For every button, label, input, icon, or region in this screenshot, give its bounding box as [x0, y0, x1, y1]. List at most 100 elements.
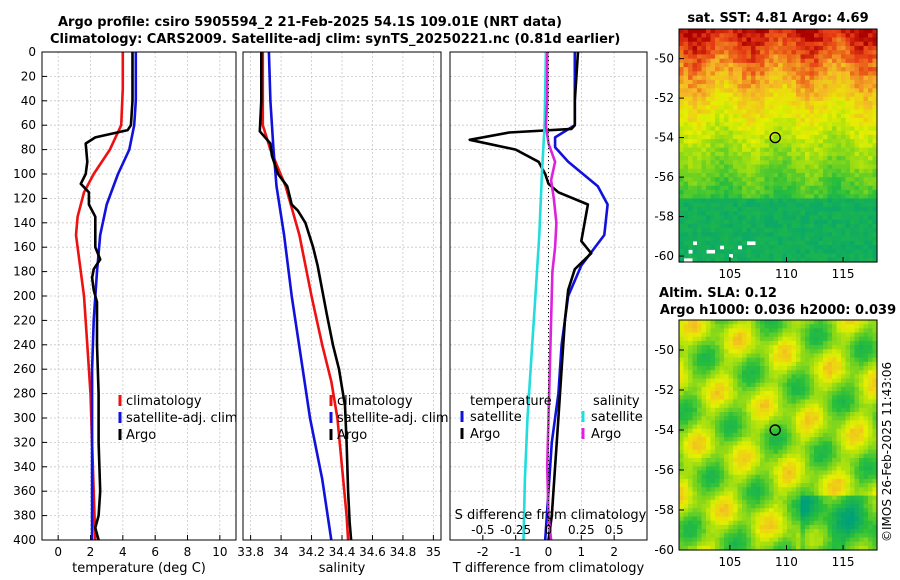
map-x-tick-label: 110 — [775, 555, 798, 569]
x-tick-label: 34.6 — [359, 545, 386, 559]
legend-title-temperature: temperature — [470, 394, 552, 409]
x-axis-label: salinity — [319, 561, 366, 576]
depth-tick-label: 360 — [13, 484, 36, 498]
legend-label: satellite-adj. clim — [337, 411, 449, 426]
map-cells — [679, 29, 878, 263]
series-line-salinity-argo — [544, 52, 558, 541]
series-line-temperature-argo — [468, 51, 593, 541]
depth-tick-label: 120 — [13, 191, 36, 205]
series-line-temperature-satellite — [543, 52, 609, 541]
panel-frame — [449, 51, 648, 541]
argo-location-marker — [769, 131, 781, 144]
x-tick-label: 35 — [426, 545, 441, 559]
series-line-satellite-adj-clim — [90, 52, 138, 540]
depth-tick-label: 240 — [13, 338, 36, 352]
series-line-argo — [258, 52, 353, 541]
figure-title-line2: Climatology: CARS2009. Satellite-adj cli… — [50, 32, 621, 47]
map-x-tick-label: 115 — [832, 555, 855, 569]
top-tick-label: 0.25 — [568, 523, 595, 537]
depth-tick-label: 400 — [13, 533, 36, 547]
map-sst_map — [678, 28, 878, 263]
top-axis-label: S difference from climatology — [455, 508, 647, 523]
series-line-argo — [79, 52, 134, 541]
x-tick-label: 4 — [119, 545, 127, 559]
map-y-tick-label: -58 — [654, 210, 674, 224]
map-y-tick-label: -52 — [654, 91, 674, 105]
legend-label: Argo — [337, 428, 367, 443]
map-y-tick-label: -56 — [654, 463, 674, 477]
legend-label: climatology — [337, 394, 413, 409]
map-y-tick-label: -50 — [654, 52, 674, 66]
series-line-salinity-satellite — [522, 51, 548, 541]
legend-label: Argo — [591, 427, 621, 442]
argo-location-marker — [769, 424, 781, 436]
x-tick-label: 8 — [184, 545, 192, 559]
depth-tick-label: 300 — [13, 411, 36, 425]
series-line-climatology — [261, 52, 350, 541]
depth-tick-label: 40 — [21, 94, 36, 108]
x-tick-label: -2 — [477, 545, 489, 559]
depth-tick-label: 380 — [13, 509, 36, 523]
x-tick-label: 0 — [54, 545, 62, 559]
x-tick-label: 34.8 — [390, 545, 417, 559]
map-y-tick-label: -54 — [654, 423, 674, 437]
depth-tick-label: 340 — [13, 460, 36, 474]
legend-label: Argo — [126, 428, 156, 443]
sla-map-subtitle: Argo h1000: 0.036 h2000: 0.039 — [660, 303, 896, 318]
x-tick-label: 33.8 — [237, 545, 264, 559]
map-x-tick-label: 110 — [775, 267, 798, 281]
x-tick-label: 6 — [151, 545, 159, 559]
map-y-tick-label: -60 — [654, 543, 674, 557]
depth-tick-label: 80 — [21, 143, 36, 157]
x-tick-label: 34.4 — [329, 545, 356, 559]
figure-title-line1: Argo profile: csiro 5905594_2 21-Feb-202… — [58, 15, 562, 30]
x-tick-label: 10 — [212, 545, 227, 559]
panel-temperature — [41, 51, 237, 541]
map-x-tick-label: 115 — [832, 267, 855, 281]
depth-tick-label: 180 — [13, 265, 36, 279]
legend-title-salinity: salinity — [593, 394, 640, 409]
x-tick-label: 2 — [610, 545, 618, 559]
depth-tick-label: 160 — [13, 240, 36, 254]
panel-frame — [242, 51, 442, 541]
map-y-tick-label: -58 — [654, 503, 674, 517]
legend-label: satellite — [591, 410, 643, 425]
map-cells — [679, 320, 878, 551]
top-tick-label: -0.25 — [500, 523, 531, 537]
sla-map-title: Altim. SLA: 0.12 — [659, 286, 777, 301]
legend-label: satellite — [470, 410, 522, 425]
depth-tick-label: 0 — [28, 45, 36, 59]
map-y-tick-label: -50 — [654, 343, 674, 357]
panel-salinity — [242, 51, 442, 541]
panel-differences — [449, 51, 648, 541]
map-y-tick-label: -54 — [654, 131, 674, 145]
x-axis-label: T difference from climatology — [452, 561, 645, 576]
x-tick-label: 2 — [87, 545, 95, 559]
depth-tick-label: 140 — [13, 216, 36, 230]
depth-tick-label: 20 — [21, 69, 36, 83]
map-frame — [678, 28, 878, 263]
map-frame — [678, 319, 878, 551]
series-line-satellite-adj-clim — [267, 51, 333, 541]
depth-tick-label: 200 — [13, 289, 36, 303]
depth-tick-label: 280 — [13, 387, 36, 401]
map-y-tick-label: -60 — [654, 249, 674, 263]
depth-tick-label: 320 — [13, 435, 36, 449]
x-tick-label: 34.2 — [298, 545, 325, 559]
x-tick-label: 34 — [273, 545, 288, 559]
sst-map-title: sat. SST: 4.81 Argo: 4.69 — [687, 11, 868, 26]
map-sla_map — [678, 319, 878, 551]
map-y-tick-label: -56 — [654, 170, 674, 184]
depth-tick-label: 220 — [13, 313, 36, 327]
x-axis-label: temperature (deg C) — [72, 561, 206, 576]
legend-label: climatology — [126, 394, 202, 409]
depth-tick-label: 260 — [13, 362, 36, 376]
top-tick-label: -0.5 — [471, 523, 494, 537]
map-x-tick-label: 105 — [718, 267, 741, 281]
panel-frame — [41, 51, 237, 541]
top-tick-label: 0.5 — [605, 523, 624, 537]
x-tick-label: -1 — [510, 545, 522, 559]
top-tick-label: 0 — [545, 523, 553, 537]
depth-tick-label: 60 — [21, 118, 36, 132]
